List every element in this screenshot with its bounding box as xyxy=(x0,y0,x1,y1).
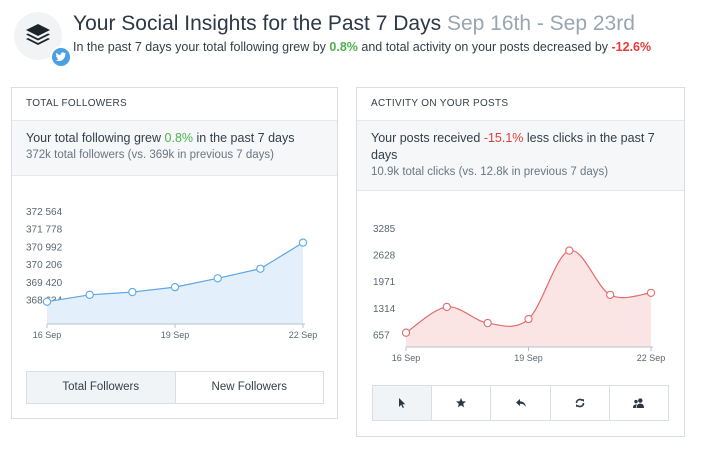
y-tick-label: 370 992 xyxy=(26,242,63,253)
tab-new-followers[interactable]: New Followers xyxy=(174,372,324,403)
data-point[interactable] xyxy=(565,246,574,255)
summary-line: Your posts received -15.1% less clicks i… xyxy=(371,130,670,164)
subtitle-text: In the past 7 days your total following … xyxy=(73,40,330,54)
data-point[interactable] xyxy=(524,314,533,324)
activity-chart: 3285 2628 1971 1314 657 16 Sep 19 Sep 22 Sep xyxy=(373,224,666,363)
activity-change: -12.6% xyxy=(611,40,652,54)
page-title: Your Social Insights for the Past 7 Days… xyxy=(73,12,635,36)
tab-total-followers[interactable]: Total Followers xyxy=(27,372,175,403)
summary-sub: 10.9k total clicks (vs. 12.8k in previou… xyxy=(371,166,609,178)
x-tick-label: 19 Sep xyxy=(161,330,190,340)
data-point[interactable] xyxy=(298,238,308,247)
date-range: Sep 16th - Sep 23rd xyxy=(446,12,635,35)
twitter-badge-icon xyxy=(50,46,72,68)
star-icon xyxy=(456,398,467,408)
replies-filter-button[interactable] xyxy=(490,386,549,420)
data-point[interactable] xyxy=(646,288,656,297)
y-tick-label: 657 xyxy=(373,330,390,341)
data-point[interactable] xyxy=(606,290,615,300)
cursor-icon xyxy=(399,398,406,408)
clicks-filter-button[interactable] xyxy=(373,386,432,420)
data-point[interactable] xyxy=(483,318,492,328)
y-tick-label: 369 420 xyxy=(26,278,63,289)
summary-pre: Your posts received xyxy=(371,131,484,145)
x-tick-label: 22 Sep xyxy=(289,330,318,340)
data-point[interactable] xyxy=(213,274,222,283)
users-icon xyxy=(633,398,645,408)
y-tick-label: 2628 xyxy=(373,251,396,262)
data-point[interactable] xyxy=(128,287,137,297)
summary-post: less clicks in the past 7 days xyxy=(371,131,655,162)
title-text: Your Social Insights for the Past 7 Days xyxy=(73,12,442,35)
y-tick-label: 1971 xyxy=(373,277,396,288)
y-tick-label: 370 206 xyxy=(26,260,63,271)
followers-summary: Your total following grew 0.8% in the pa… xyxy=(12,121,337,176)
activity-card: ACTIVITY ON YOUR POSTS Your posts receiv… xyxy=(356,87,685,437)
summary-post: in the past 7 days xyxy=(193,131,295,145)
y-tick-label: 3285 xyxy=(373,224,396,235)
area-fill xyxy=(406,250,651,347)
card-heading: ACTIVITY ON YOUR POSTS xyxy=(357,88,684,121)
summary-sub: 372k total followers (vs. 369k in previo… xyxy=(26,149,275,161)
retweet-icon xyxy=(575,398,585,408)
activity-summary: Your posts received -15.1% less clicks i… xyxy=(357,121,684,191)
x-tick-label: 19 Sep xyxy=(514,353,543,363)
data-point[interactable] xyxy=(170,282,180,292)
data-point[interactable] xyxy=(401,328,411,337)
data-point[interactable] xyxy=(442,302,451,312)
following-change: 0.8% xyxy=(329,40,358,54)
favorites-filter-button[interactable] xyxy=(431,386,490,420)
x-tick-label: 16 Sep xyxy=(392,353,421,363)
summary-pre: Your total following grew xyxy=(26,131,165,145)
page-subtitle: In the past 7 days your total following … xyxy=(73,40,651,54)
data-point[interactable] xyxy=(42,297,52,306)
area-fill xyxy=(47,242,303,324)
mentions-filter-button[interactable] xyxy=(608,386,668,420)
y-tick-label: 372 564 xyxy=(26,207,63,218)
buffer-logo xyxy=(14,12,72,68)
card-heading: TOTAL FOLLOWERS xyxy=(12,88,337,121)
y-tick-label: 1314 xyxy=(373,304,396,315)
total-followers-card: TOTAL FOLLOWERS Your total following gre… xyxy=(11,87,338,419)
data-point[interactable] xyxy=(85,290,94,299)
summary-value: -15.1% xyxy=(483,131,524,145)
data-point[interactable] xyxy=(256,264,265,273)
summary-line: Your total following grew 0.8% in the pa… xyxy=(26,130,323,147)
y-tick-label: 371 778 xyxy=(26,225,63,236)
activity-action-bar xyxy=(372,385,669,421)
x-tick-label: 22 Sep xyxy=(637,353,666,363)
summary-value: 0.8% xyxy=(164,131,194,145)
retweets-filter-button[interactable] xyxy=(549,386,609,420)
reply-icon xyxy=(515,399,526,407)
subtitle-text-mid: and total activity on your posts decreas… xyxy=(357,40,612,54)
x-tick-label: 16 Sep xyxy=(33,330,62,340)
followers-tabs: Total Followers New Followers xyxy=(26,371,324,404)
buffer-stack-icon xyxy=(26,24,50,45)
